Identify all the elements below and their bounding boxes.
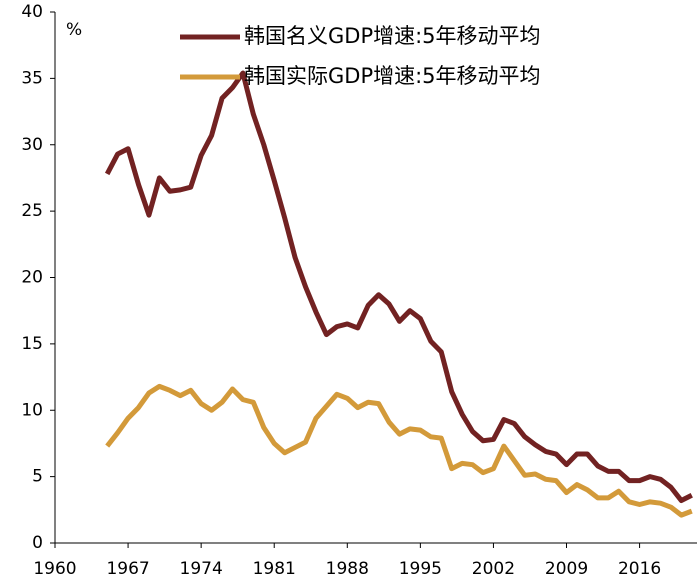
- y-tick-label: 5: [32, 467, 43, 487]
- series-line: [104, 70, 693, 504]
- x-tick-label: 1960: [33, 559, 76, 579]
- y-tick-label: 35: [21, 68, 43, 88]
- x-tick-label: 2016: [618, 559, 661, 579]
- y-tick-label: 25: [21, 201, 43, 221]
- legend-label: 韩国名义GDP增速:5年移动平均: [244, 24, 541, 48]
- y-unit: %: [66, 20, 82, 40]
- x-tick-label: 1995: [399, 559, 442, 579]
- x-tick-label: 1974: [180, 559, 223, 579]
- y-tick-label: 30: [21, 135, 43, 155]
- y-tick-label: 15: [21, 334, 43, 354]
- x-tick-label: 2002: [472, 559, 515, 579]
- x-tick-label: 2009: [545, 559, 588, 579]
- x-tick-label: 1967: [106, 559, 149, 579]
- y-tick-label: 10: [21, 400, 43, 420]
- x-tick-label: 1981: [253, 559, 296, 579]
- y-tick-label: 40: [21, 2, 43, 22]
- y-tick-label: 0: [32, 533, 43, 553]
- y-tick-label: 20: [21, 268, 43, 288]
- x-tick-label: 1988: [326, 559, 369, 579]
- legend-label: 韩国实际GDP增速:5年移动平均: [244, 64, 541, 88]
- series-line: [105, 383, 693, 518]
